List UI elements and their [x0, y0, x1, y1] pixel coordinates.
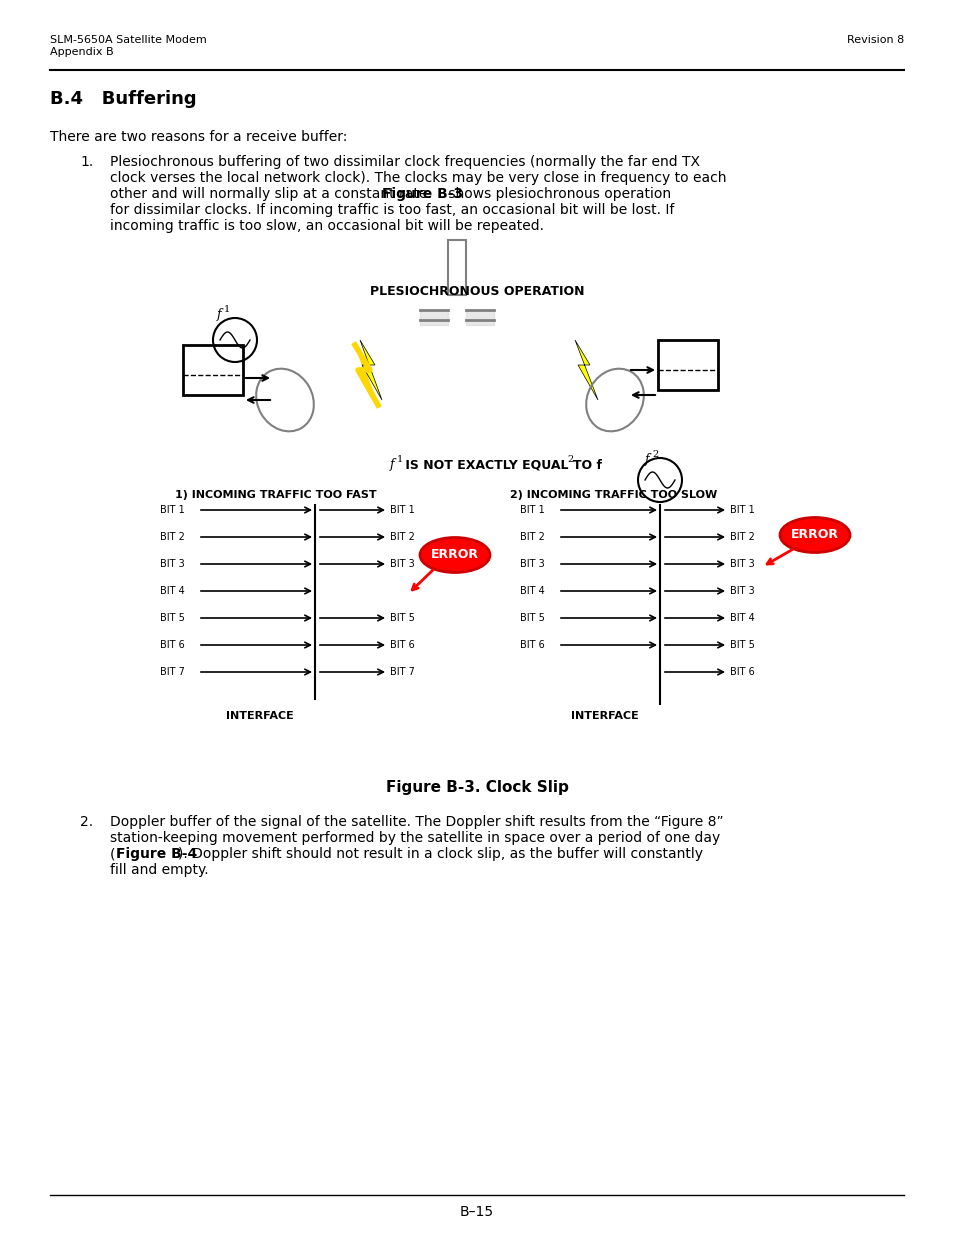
- Text: ERROR: ERROR: [431, 548, 478, 562]
- Text: SLM-5650A Satellite Modem
Appendix B: SLM-5650A Satellite Modem Appendix B: [50, 35, 207, 57]
- Text: 2) INCOMING TRAFFIC TOO SLOW: 2) INCOMING TRAFFIC TOO SLOW: [510, 490, 717, 500]
- Text: Revision 8: Revision 8: [846, 35, 903, 44]
- Text: BIT 5: BIT 5: [160, 613, 185, 622]
- Text: incoming traffic is too slow, an occasional bit will be repeated.: incoming traffic is too slow, an occasio…: [110, 219, 543, 233]
- Text: Plesiochronous buffering of two dissimilar clock frequencies (normally the far e: Plesiochronous buffering of two dissimil…: [110, 156, 700, 169]
- Text: BIT 1: BIT 1: [390, 505, 415, 515]
- Bar: [658, 340, 718, 390]
- Text: PLESIOCHRONOUS OPERATION: PLESIOCHRONOUS OPERATION: [370, 285, 583, 298]
- Text: (: (: [110, 847, 115, 861]
- Text: ERROR: ERROR: [790, 529, 838, 541]
- Text: INTERFACE: INTERFACE: [226, 711, 294, 721]
- Text: Figure B-3: Figure B-3: [381, 186, 462, 201]
- Text: BIT 2: BIT 2: [519, 532, 544, 542]
- Text: B.4   Buffering: B.4 Buffering: [50, 90, 196, 107]
- Text: BIT 6: BIT 6: [729, 667, 754, 677]
- Text: BIT 2: BIT 2: [729, 532, 754, 542]
- Text: fill and empty.: fill and empty.: [110, 863, 209, 877]
- Text: f: f: [644, 453, 649, 466]
- Bar: [183, 345, 243, 395]
- Text: BIT 1: BIT 1: [729, 505, 754, 515]
- Text: 1) INCOMING TRAFFIC TOO FAST: 1) INCOMING TRAFFIC TOO FAST: [174, 490, 376, 500]
- Text: B–15: B–15: [459, 1205, 494, 1219]
- Text: There are two reasons for a receive buffer:: There are two reasons for a receive buff…: [50, 130, 347, 144]
- Text: f: f: [216, 308, 221, 321]
- Text: BIT 3: BIT 3: [519, 559, 544, 569]
- Text: BIT 6: BIT 6: [519, 640, 544, 650]
- Text: BIT 4: BIT 4: [160, 585, 185, 597]
- Text: BIT 5: BIT 5: [729, 640, 754, 650]
- Text: Figure B-3. Clock Slip: Figure B-3. Clock Slip: [385, 781, 568, 795]
- Text: Doppler buffer of the signal of the satellite. The Doppler shift results from th: Doppler buffer of the signal of the sate…: [110, 815, 723, 829]
- Text: BIT 2: BIT 2: [390, 532, 415, 542]
- Text: for dissimilar clocks. If incoming traffic is too fast, an occasional bit will b: for dissimilar clocks. If incoming traff…: [110, 203, 674, 217]
- Text: BIT 5: BIT 5: [390, 613, 415, 622]
- Polygon shape: [355, 345, 377, 405]
- Ellipse shape: [780, 517, 849, 552]
- Text: BIT 3: BIT 3: [160, 559, 185, 569]
- Text: BIT 1: BIT 1: [160, 505, 185, 515]
- Text: other and will normally slip at a constant rate.: other and will normally slip at a consta…: [110, 186, 436, 201]
- Text: BIT 1: BIT 1: [519, 505, 544, 515]
- Text: IS NOT EXACTLY EQUAL TO f: IS NOT EXACTLY EQUAL TO f: [400, 458, 601, 471]
- Text: BIT 3: BIT 3: [729, 559, 754, 569]
- Text: BIT 4: BIT 4: [519, 585, 544, 597]
- Text: f: f: [390, 458, 395, 471]
- Text: BIT 7: BIT 7: [390, 667, 415, 677]
- Text: BIT 6: BIT 6: [390, 640, 415, 650]
- Polygon shape: [359, 340, 381, 400]
- Text: 1: 1: [224, 305, 230, 314]
- Text: BIT 7: BIT 7: [160, 667, 185, 677]
- Text: BIT 5: BIT 5: [519, 613, 544, 622]
- Text: shows plesiochronous operation: shows plesiochronous operation: [443, 186, 670, 201]
- Text: 2.: 2.: [80, 815, 93, 829]
- Text: clock verses the local network clock). The clocks may be very close in frequency: clock verses the local network clock). T…: [110, 170, 726, 185]
- Text: 1: 1: [396, 454, 403, 464]
- Text: 2: 2: [566, 454, 573, 464]
- Bar: [448, 240, 465, 295]
- Text: BIT 3: BIT 3: [390, 559, 415, 569]
- Text: ). Doppler shift should not result in a clock slip, as the buffer will constantl: ). Doppler shift should not result in a …: [177, 847, 701, 861]
- Text: Figure B-4: Figure B-4: [115, 847, 196, 861]
- Polygon shape: [575, 340, 598, 400]
- Text: BIT 2: BIT 2: [160, 532, 185, 542]
- Text: 1.: 1.: [80, 156, 93, 169]
- Text: 2: 2: [651, 450, 658, 459]
- Ellipse shape: [419, 537, 490, 573]
- Text: station-keeping movement performed by the satellite in space over a period of on: station-keeping movement performed by th…: [110, 831, 720, 845]
- Text: BIT 6: BIT 6: [160, 640, 185, 650]
- Text: BIT 3: BIT 3: [729, 585, 754, 597]
- Text: INTERFACE: INTERFACE: [571, 711, 639, 721]
- Text: BIT 4: BIT 4: [729, 613, 754, 622]
